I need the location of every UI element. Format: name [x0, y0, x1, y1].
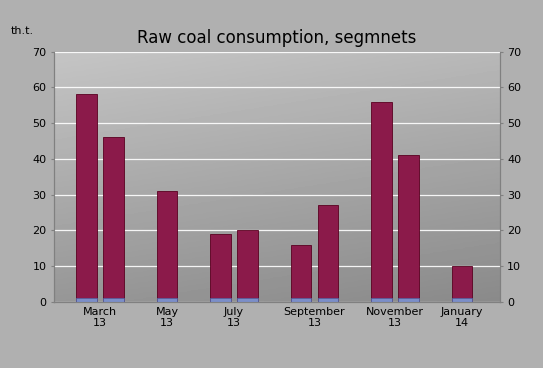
Bar	[237, 230, 257, 302]
Bar	[157, 191, 177, 302]
Bar	[452, 298, 472, 302]
Bar	[318, 298, 338, 302]
Bar	[291, 298, 311, 302]
Bar	[237, 298, 257, 302]
Bar	[371, 102, 392, 302]
Bar	[77, 298, 97, 302]
Title: Raw coal consumption, segmnets: Raw coal consumption, segmnets	[137, 29, 416, 47]
Bar	[398, 298, 419, 302]
Bar	[210, 298, 231, 302]
Text: th.t.: th.t.	[11, 26, 34, 36]
Bar	[371, 298, 392, 302]
Bar	[398, 155, 419, 302]
Bar	[452, 266, 472, 302]
Bar	[157, 298, 177, 302]
Bar	[318, 205, 338, 302]
Bar	[103, 137, 123, 302]
Bar	[291, 245, 311, 302]
Bar	[103, 298, 123, 302]
Bar	[77, 95, 97, 302]
Bar	[210, 234, 231, 302]
